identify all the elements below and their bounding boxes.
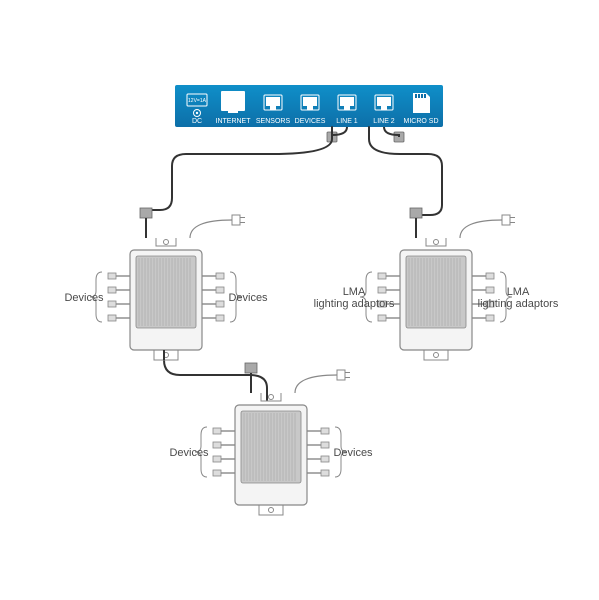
cable-0 bbox=[148, 127, 332, 210]
hub-right-label: Devices bbox=[228, 292, 268, 304]
hub3: LMAlighting adaptorsLMAlighting adaptors bbox=[314, 208, 559, 360]
port-label: INTERNET bbox=[216, 118, 252, 125]
hub-left-label: LMA bbox=[343, 286, 366, 298]
controller-bar: 12V=1A DC INTERNET SENSORS DEVICES LINE 1 LINE… bbox=[175, 85, 443, 127]
hub-left-label: Devices bbox=[169, 447, 209, 459]
hub-right-label: LMA bbox=[507, 286, 530, 298]
svg-text:12V=1A: 12V=1A bbox=[188, 98, 207, 104]
port-label: LINE 1 bbox=[336, 118, 358, 125]
port-label: SENSORS bbox=[256, 118, 291, 125]
hub2: Devices Devices bbox=[169, 363, 373, 515]
port-label: DEVICES bbox=[295, 118, 326, 125]
port-label: LINE 2 bbox=[373, 118, 395, 125]
power-plug-icon bbox=[502, 215, 515, 225]
hub1: Devices Devices bbox=[64, 208, 268, 360]
cable-1 bbox=[369, 127, 442, 215]
hub-left-label: lighting adaptors bbox=[314, 298, 395, 310]
power-plug-icon bbox=[337, 370, 350, 380]
power-plug-icon bbox=[232, 215, 245, 225]
hub-left-label: Devices bbox=[64, 292, 104, 304]
port-label: DC bbox=[192, 118, 202, 125]
hub-right-label: lighting adaptors bbox=[478, 298, 559, 310]
port-label: MICRO SD bbox=[404, 118, 439, 125]
hub-right-label: Devices bbox=[333, 447, 373, 459]
